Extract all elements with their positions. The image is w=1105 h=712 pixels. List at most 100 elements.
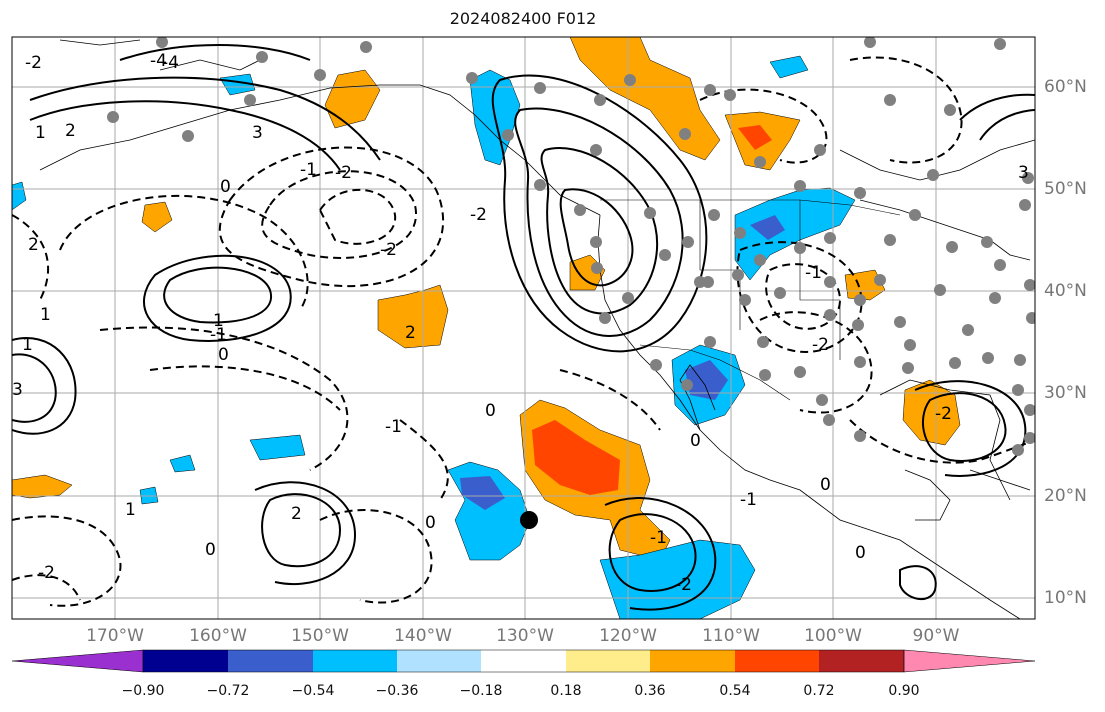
contour-label: -2 [935, 404, 952, 424]
contour-label: 2 [405, 323, 416, 343]
colorbar-tick-label: −0.18 [459, 683, 503, 699]
lon-label: 150°W [291, 626, 349, 646]
contour-label: -1 [210, 325, 227, 345]
colorbar-tick-label: 0.90 [888, 683, 920, 699]
contour-label: 3 [252, 123, 263, 143]
colorbar-extend-max [903, 649, 1036, 673]
contour-label: 1 [125, 500, 136, 520]
map-frame [11, 36, 1036, 620]
graticule [12, 37, 1035, 619]
colorbar-bin [228, 650, 313, 672]
lon-label: 140°W [394, 626, 452, 646]
colorbar-tick-label: 0.18 [550, 683, 582, 699]
blue-region [12, 181, 27, 211]
contour-label: -2 [25, 53, 42, 73]
red-region [738, 125, 772, 150]
colorbar-bin [143, 650, 228, 672]
colorbar-bin [819, 650, 904, 672]
lon-label: 100°W [804, 626, 862, 646]
contour-label: 0 [220, 177, 231, 197]
lon-label: 170°W [86, 626, 144, 646]
blue-region [734, 187, 856, 281]
map-title: 2024082400 F012 [449, 9, 597, 28]
contour-label: 3 [12, 380, 23, 400]
colorbar-frame [142, 649, 905, 673]
contour-label: -2 [380, 240, 397, 260]
lon-label: 120°W [599, 626, 657, 646]
colorbar-tick-label: −0.54 [291, 683, 335, 699]
lon-label: 160°W [189, 626, 247, 646]
contour-label: 1 [22, 335, 33, 355]
colorbar-tick-label: −0.72 [206, 683, 250, 699]
colorbar [11, 649, 1036, 673]
colorbar-tick-label: 0.36 [634, 683, 666, 699]
contour-label: 1 [213, 311, 224, 331]
lon-label: 110°W [702, 626, 760, 646]
lon-label: 90°W [912, 626, 960, 646]
contour-label: 0 [855, 543, 866, 563]
blue-region [219, 73, 256, 96]
contour-label: 0 [218, 345, 229, 365]
lat-label: 30°N [1044, 383, 1087, 403]
colorbar-tick-label: 0.72 [803, 683, 835, 699]
darkblue-region [685, 360, 728, 400]
contour-label: 0 [485, 401, 496, 421]
station-markers [107, 37, 1035, 456]
darkblue-region [460, 476, 505, 510]
contours-negative [12, 56, 1035, 607]
contour-label: 2 [291, 504, 302, 524]
colorbar-bin [397, 650, 481, 672]
darkblue-region [750, 215, 785, 240]
lon-label: 130°W [496, 626, 554, 646]
colorbar-tick-label: −0.90 [121, 683, 165, 699]
lat-label: 40°N [1044, 281, 1087, 301]
contour-label: 3 [1018, 163, 1029, 183]
contour-label: 1 [35, 123, 46, 143]
contour-label: -1 [740, 490, 757, 510]
contour-label: -4 [150, 51, 167, 71]
colorbar-tick-label: 0.54 [719, 683, 751, 699]
colorbar-bin [650, 650, 735, 672]
contour-label: 0 [690, 431, 701, 451]
contour-label: 1 [40, 305, 51, 325]
contour-label: -2 [470, 205, 487, 225]
lat-label: 10°N [1044, 588, 1087, 608]
contour-label: 0 [820, 475, 831, 495]
colorbar-bin [566, 650, 650, 672]
contours-positive [12, 44, 1035, 611]
storm-center-marker [520, 511, 538, 529]
orange-region [902, 379, 961, 446]
orange-region [12, 474, 73, 499]
contour-label: -1 [650, 528, 667, 548]
orange-region [324, 69, 381, 129]
contour-label: -2 [812, 335, 829, 355]
colorbar-bin [481, 650, 566, 672]
colorbar-tick-label: −0.36 [375, 683, 419, 699]
contour-label: -4 [162, 53, 179, 73]
colorbar-bin [735, 650, 819, 672]
lat-label: 60°N [1044, 77, 1087, 97]
colorbar-bin [313, 650, 397, 672]
contour-label: -1 [805, 263, 822, 283]
contour-label: -1 [300, 160, 317, 180]
contour-label: 0 [425, 513, 436, 533]
contour-label: -1 [385, 417, 402, 437]
contour-label-layer: -4 -2 1 2 3 0 -1 -2 1 2 -2 1 -1 0 1 -4 2… [12, 51, 1029, 595]
lat-label: 20°N [1044, 486, 1087, 506]
red-region [532, 420, 620, 495]
blue-region [249, 434, 306, 461]
orange-region [569, 37, 721, 161]
lat-label: 50°N [1044, 179, 1087, 199]
blue-region [769, 55, 809, 79]
orange-region [141, 201, 173, 233]
contour-label: 0 [205, 540, 216, 560]
orange-region [377, 284, 449, 349]
contour-label: -2 [335, 163, 352, 183]
contour-label: 2 [28, 235, 39, 255]
blue-region [169, 454, 196, 473]
colorbar-extend-min [11, 649, 144, 673]
contour-label: -2 [675, 575, 692, 595]
contour-label: 2 [65, 121, 76, 141]
contour-label: -2 [38, 563, 55, 583]
